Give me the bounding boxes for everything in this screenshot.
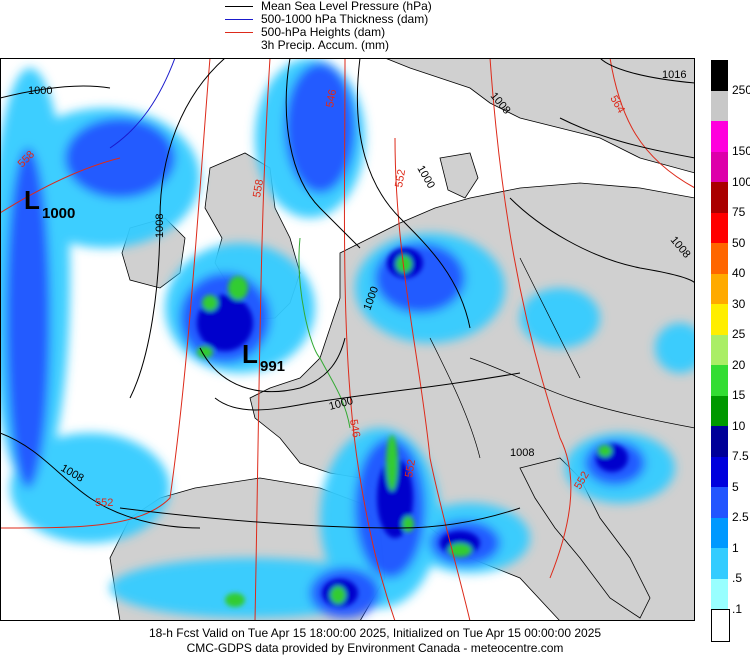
height-label: 558 [251,178,266,198]
height-label: 546 [324,88,339,108]
legend-label-pressure: Mean Sea Level Pressure (hPa) [261,0,432,13]
land-scandinavia [384,58,695,174]
scale-tick-label: 1 [732,540,739,555]
height-label: 552 [95,497,113,509]
map-legend: Mean Sea Level Pressure (hPa) 500-1000 h… [225,0,545,56]
scale-swatch [711,121,728,152]
height-label: 552 [403,458,418,478]
height-label: 546 [347,418,362,438]
forecast-valid-text: 18-h Fcst Valid on Tue Apr 15 18:00:00 2… [148,626,602,640]
scale-tick-label: .1 [732,601,743,616]
legend-swatch-heights [225,32,253,33]
land-denmark [439,152,479,199]
pressure-contours [0,58,695,529]
legend-item-precip: 3h Precip. Accum. (mm) [225,39,389,52]
map-canvas: 1000 1000 1008 1008 1000 1016 1008 1008 … [0,58,695,621]
legend-swatch-pressure [225,6,253,7]
low-value: 991 [260,358,285,375]
scale-tick-label: 10 [732,418,746,433]
scale-swatch [711,151,728,183]
scale-swatch [711,182,728,213]
data-credit-text: CMC-GDPS data provided by Environment Ca… [186,641,564,655]
legend-label-heights: 500-hPa Heights (dam) [261,25,386,39]
scale-tick-label: 250 [732,83,750,97]
isobar-label: 1008 [154,214,166,238]
legend-item-heights: 500-hPa Heights (dam) [225,26,385,39]
legend-item-thickness: 500-1000 hPa Thickness (dam) [225,13,428,26]
scale-tick-label: .5 [732,571,743,585]
map-frame [0,58,695,621]
scale-tick-label: 75 [732,205,746,219]
height-labels: 558 552 546 552 564 546 552 558 552 [16,88,627,509]
scale-tick-label: 15 [732,388,746,402]
low-letter: L [242,339,258,369]
scale-swatch [711,609,730,642]
pressure-centers: L 1000 L 991 [24,185,285,375]
scale-swatch [711,578,728,610]
scale-tick-label: 100 [732,174,750,189]
legend-label-thickness: 500-1000 hPa Thickness (dam) [261,12,429,26]
low-value: 1000 [42,205,75,222]
scale-tick-label: 150 [732,144,750,158]
scale-tick-label: 50 [732,235,746,250]
height-label: 552 [393,168,408,188]
scale-tick-label: 25 [732,327,746,341]
thickness-contours-green [298,237,351,429]
isobar-label: 1008 [510,447,534,459]
precip-heavy [197,248,628,607]
scale-swatch [711,212,728,244]
weather-map: 1000 1000 1008 1008 1000 1016 1008 1008 … [0,58,695,621]
scale-swatch [711,517,728,549]
scale-tick-label: 7.5 [732,449,749,463]
scale-swatch [711,365,728,396]
scale-swatch [711,90,728,122]
scale-swatch [711,548,728,579]
scale-swatch [711,334,728,366]
isobar-label: 1016 [662,69,686,81]
scale-swatch [711,487,728,518]
thickness-contours [109,58,176,149]
scale-tick-label: 20 [732,357,746,372]
legend-item-pressure: Mean Sea Level Pressure (hPa) [225,0,432,13]
heights-contours [0,58,695,621]
low-letter: L [24,185,40,215]
coastline-detail [429,257,695,459]
legend-swatch-thickness [225,19,253,20]
scale-tick-label: 30 [732,296,746,311]
legend-label-precip: 3h Precip. Accum. (mm) [261,38,390,52]
scale-tick-label: 5 [732,479,739,494]
scale-swatch [711,273,728,305]
scale-tick-label: 2.5 [732,510,749,524]
scale-swatch [711,456,728,488]
scale-swatch [711,243,728,274]
scale-swatch [711,304,728,335]
isobar-label: 1000 [28,85,52,97]
scale-swatch [711,426,728,457]
scale-swatch [711,395,728,427]
scale-tick-label: 40 [732,266,746,280]
scale-swatch [711,60,728,91]
